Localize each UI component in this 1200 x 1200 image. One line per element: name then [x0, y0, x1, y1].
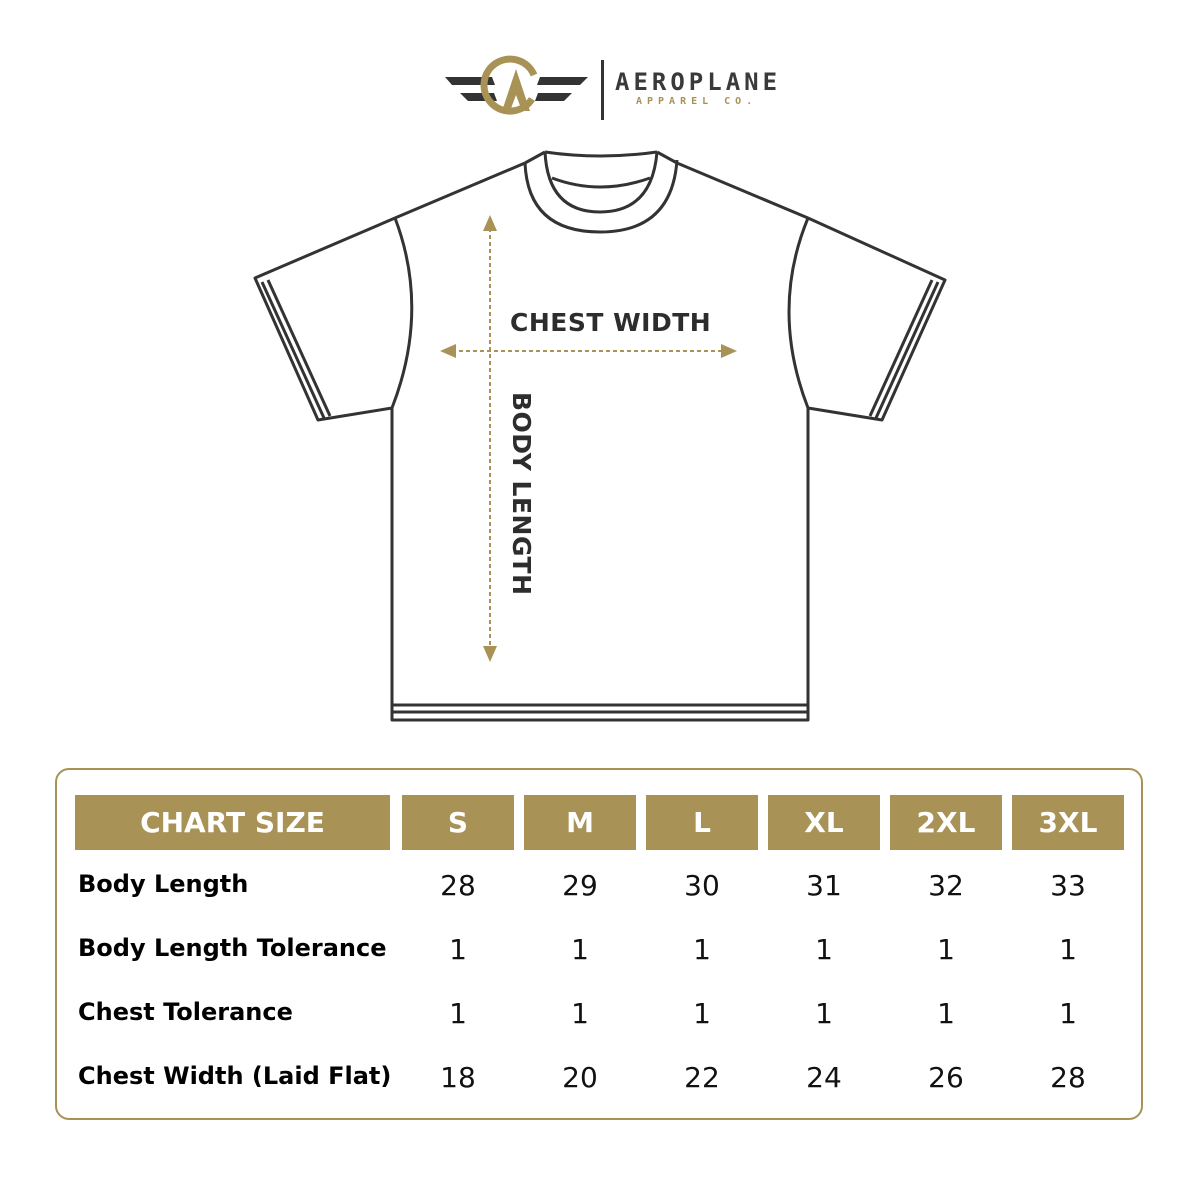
- size-header-1: M: [524, 795, 636, 850]
- brand-name: AEROPLANE: [615, 68, 782, 96]
- arrow-right-icon: [721, 344, 737, 358]
- chest-width-label: CHEST WIDTH: [510, 308, 712, 337]
- table-cell: 24: [806, 1061, 842, 1094]
- tshirt-diagram: [253, 150, 947, 722]
- arrow-up-icon: [483, 215, 497, 231]
- table-cell: 1: [693, 933, 711, 966]
- brand-tagline: APPAREL CO.: [636, 96, 758, 107]
- body-length-label: BODY LENGTH: [507, 392, 536, 596]
- aeroplane-logo: [445, 55, 588, 115]
- size-header-3: XL: [768, 795, 880, 850]
- table-cell: 1: [571, 933, 589, 966]
- table-cell: 1: [449, 933, 467, 966]
- arrow-down-icon: [483, 646, 497, 662]
- table-cell: 1: [937, 997, 955, 1030]
- table-cell: 28: [440, 869, 476, 902]
- table-cell: 26: [928, 1061, 964, 1094]
- row-label: Body Length: [78, 870, 249, 898]
- table-cell: 1: [815, 997, 833, 1030]
- chart-size-header: CHART SIZE: [75, 795, 390, 850]
- size-header-5: 3XL: [1012, 795, 1124, 850]
- table-cell: 1: [693, 997, 711, 1030]
- table-cell: 1: [937, 933, 955, 966]
- logo-divider: [601, 60, 604, 120]
- table-cell: 20: [562, 1061, 598, 1094]
- row-label: Chest Tolerance: [78, 998, 293, 1026]
- table-cell: 28: [1050, 1061, 1086, 1094]
- table-cell: 32: [928, 869, 964, 902]
- table-cell: 1: [1059, 933, 1077, 966]
- arrow-left-icon: [440, 344, 456, 358]
- size-table: [55, 768, 1143, 1120]
- size-header-0: S: [402, 795, 514, 850]
- table-cell: 31: [806, 869, 842, 902]
- table-cell: 1: [449, 997, 467, 1030]
- table-cell: 33: [1050, 869, 1086, 902]
- row-label: Chest Width (Laid Flat): [78, 1062, 392, 1090]
- table-cell: 1: [815, 933, 833, 966]
- table-cell: 29: [562, 869, 598, 902]
- row-label: Body Length Tolerance: [78, 934, 387, 962]
- table-cell: 1: [571, 997, 589, 1030]
- table-cell: 30: [684, 869, 720, 902]
- size-header-4: 2XL: [890, 795, 1002, 850]
- table-cell: 18: [440, 1061, 476, 1094]
- table-cell: 22: [684, 1061, 720, 1094]
- size-header-2: L: [646, 795, 758, 850]
- table-cell: 1: [1059, 997, 1077, 1030]
